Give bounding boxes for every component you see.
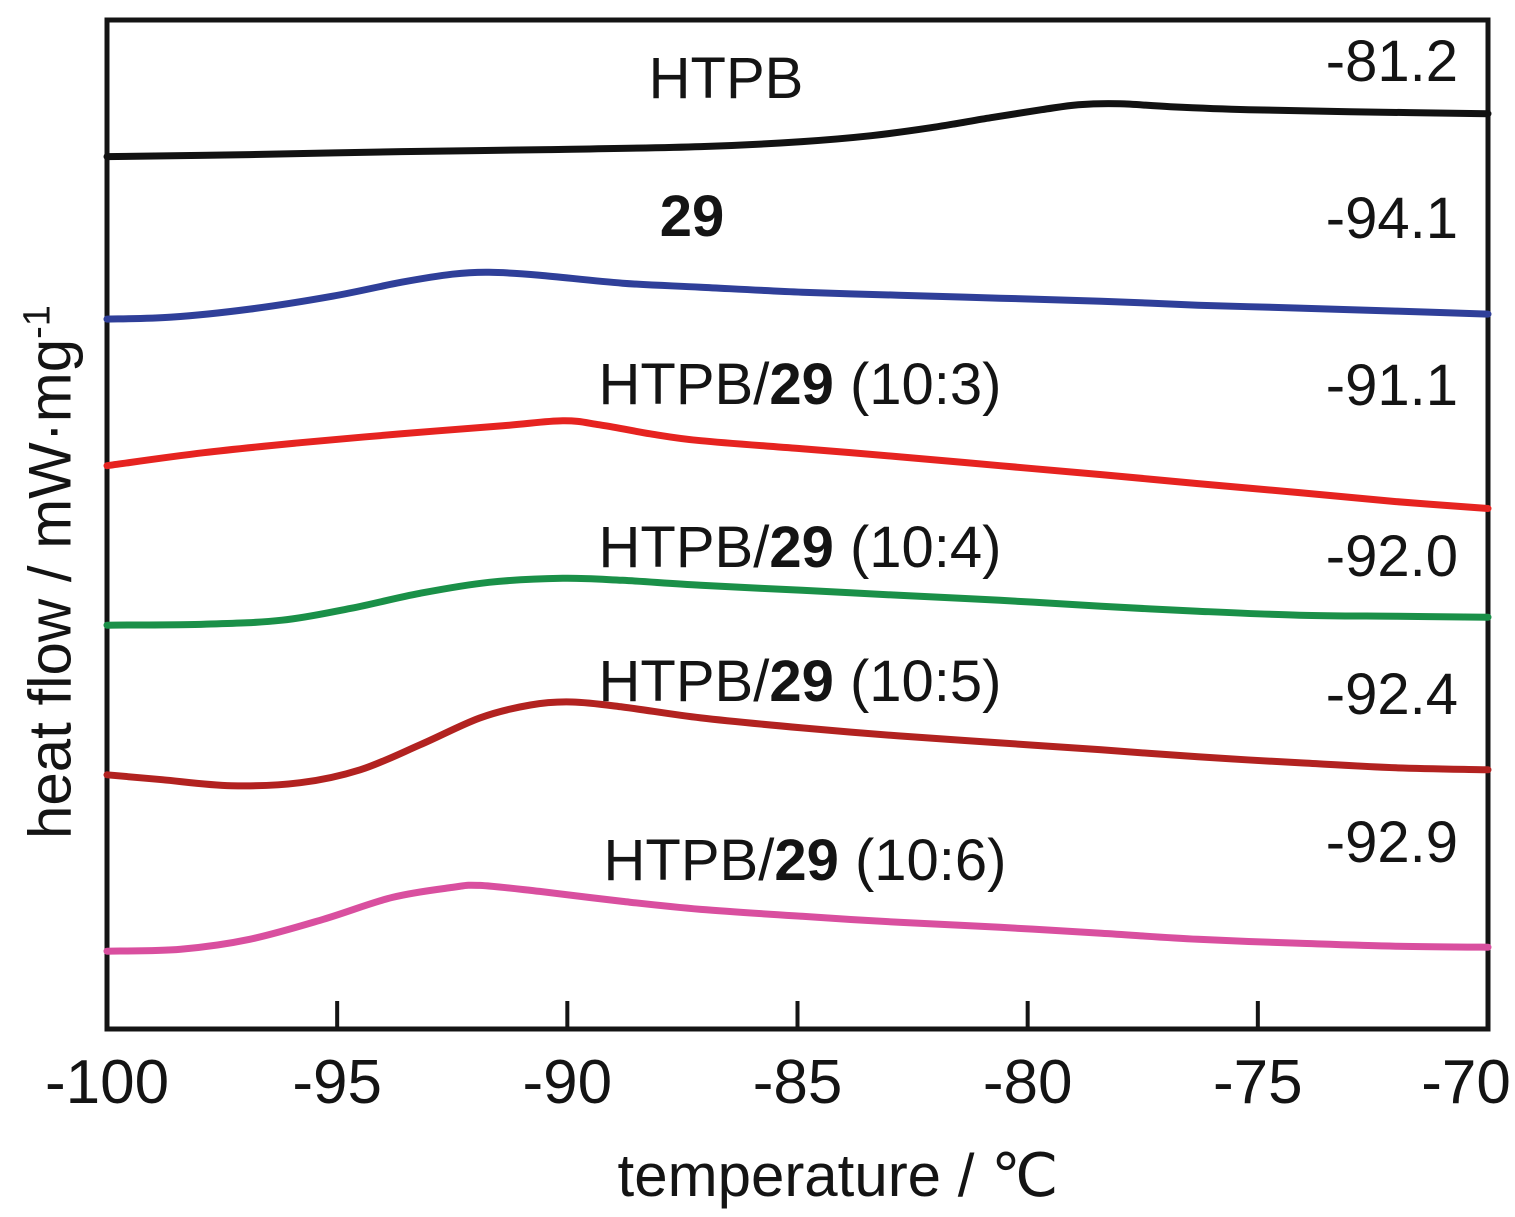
curve-label-htpb-29-10-4: HTPB/29 (10:4) xyxy=(598,515,1002,580)
x-tick-label--80: -80 xyxy=(982,1048,1073,1117)
x-tick-label--95: -95 xyxy=(292,1048,382,1117)
tg-value-htpb-29-10-5: -92.4 xyxy=(1325,662,1458,727)
tg-value-htpb-29-10-4: -92.0 xyxy=(1325,524,1458,589)
x-tick-label--85: -85 xyxy=(752,1048,843,1117)
curve-label-29: 29 xyxy=(659,184,725,249)
curve-htpb-29-10-6 xyxy=(103,881,1492,955)
curve-label-htpb: HTPB xyxy=(648,46,804,111)
curve-htpb-29-10-4 xyxy=(103,574,1492,629)
plot-border xyxy=(104,17,1491,1032)
curve-htpb xyxy=(103,100,1492,161)
curve-label-htpb-29-10-6: HTPB/29 (10:6) xyxy=(603,828,1007,893)
y-axis-label: heat flow / mW·mg-1 xyxy=(7,305,84,839)
curve-label-htpb-29-10-5: HTPB/29 (10:5) xyxy=(598,649,1002,714)
x-tick-label--70: -70 xyxy=(1421,1048,1511,1117)
tg-value-htpb-29-10-3: -91.1 xyxy=(1325,353,1458,418)
y-axis-label-superscript: -1 xyxy=(16,305,59,339)
curve-29 xyxy=(103,268,1492,323)
y-axis-label-text: heat flow / mW·mg xyxy=(16,338,84,839)
x-tick-label--75: -75 xyxy=(1213,1048,1303,1117)
x-tick-label--100: -100 xyxy=(44,1048,170,1117)
x-axis-label: temperature / ℃ xyxy=(617,1142,1059,1209)
curve-htpb-29-10-5 xyxy=(103,698,1492,790)
x-tick-label--90: -90 xyxy=(522,1048,613,1117)
tg-value-29: -94.1 xyxy=(1325,186,1458,251)
curve-htpb-29-10-3 xyxy=(103,417,1492,512)
tg-value-htpb-29-10-6: -92.9 xyxy=(1325,810,1458,875)
tg-value-htpb: -81.2 xyxy=(1325,29,1458,94)
curve-label-htpb-29-10-3: HTPB/29 (10:3) xyxy=(598,352,1002,417)
